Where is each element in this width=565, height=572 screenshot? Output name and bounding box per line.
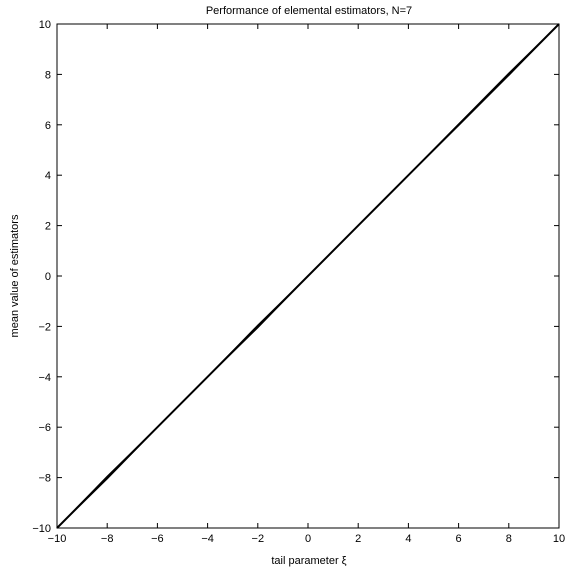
series-layer xyxy=(56,23,560,529)
y-tick-label: −4 xyxy=(38,372,51,384)
y-tick-label: −8 xyxy=(38,473,51,485)
y-tick-label: −6 xyxy=(38,422,51,434)
chart-title: Performance of elemental estimators, N=7 xyxy=(206,5,412,17)
y-tick-label: −10 xyxy=(32,523,51,535)
x-axis-label: tail parameter ξ xyxy=(271,555,346,567)
x-tick-label: 2 xyxy=(355,533,361,545)
y-tick-label: 0 xyxy=(45,271,51,283)
y-tick-label: 4 xyxy=(45,170,51,182)
series-line-3 xyxy=(56,23,560,529)
y-tick-label: −2 xyxy=(38,321,51,333)
x-tick-label: −10 xyxy=(48,533,67,545)
x-tick-label: 6 xyxy=(456,533,462,545)
x-tick-label: −2 xyxy=(252,533,265,545)
x-tick-label: −6 xyxy=(151,533,164,545)
y-tick-label: 10 xyxy=(39,19,51,31)
tick-layer: −10 −8 −6 −4 −2 0 2 4 6 8 10 −10 −8 −6 −4 −2 0 2 4 6 8 10 xyxy=(32,19,565,545)
x-tick-label: −8 xyxy=(101,533,114,545)
x-tick-label: 4 xyxy=(405,533,411,545)
x-tick-label: 0 xyxy=(305,533,311,545)
x-tick-label: 8 xyxy=(506,533,512,545)
y-tick-label: 8 xyxy=(45,69,51,81)
x-tick-label: −4 xyxy=(201,533,214,545)
y-axis-label: mean value of estimators xyxy=(9,214,21,337)
y-tick-label: 2 xyxy=(45,221,51,233)
y-tick-label: 6 xyxy=(45,120,51,132)
x-tick-label: 10 xyxy=(553,533,565,545)
